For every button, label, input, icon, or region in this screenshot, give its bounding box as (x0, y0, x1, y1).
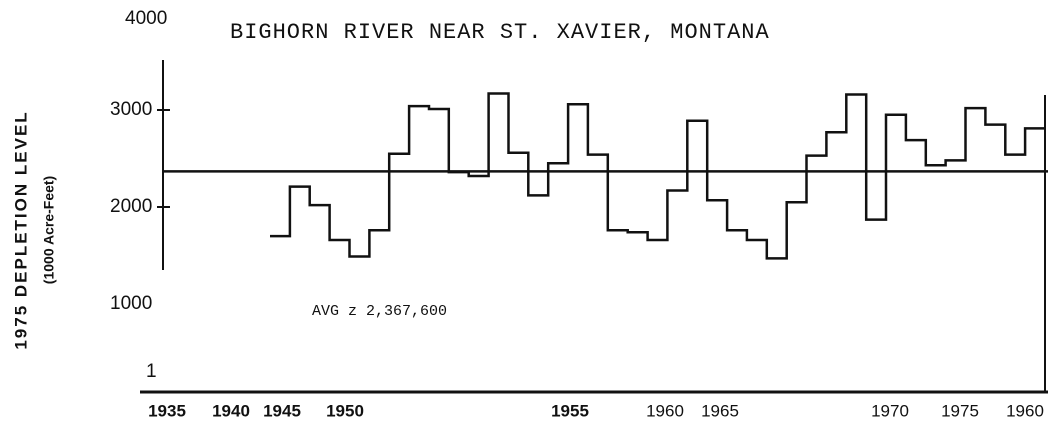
x-tick-label: 1945 (263, 401, 301, 420)
x-tick-label: 1960 (646, 401, 684, 420)
x-tick-label: 1960 (1006, 401, 1044, 420)
step-line (270, 92, 1045, 260)
x-tick-label: 1940 (212, 401, 250, 420)
x-tick-label: 1970 (871, 401, 909, 420)
y-tick-label: 2000 (110, 196, 152, 217)
y-tick-label: 4000 (125, 8, 167, 29)
chart-title: BIGHORN RIVER NEAR ST. XAVIER, MONTANA (230, 20, 770, 45)
x-tick-label: 1965 (701, 401, 739, 420)
y-tick-label: 3000 (110, 99, 152, 120)
average-label: AVG z 2,367,600 (312, 303, 447, 320)
stray-label: 1 (146, 361, 157, 382)
x-tick-label: 1955 (551, 401, 589, 420)
y-axis-unit: (1000 Acre-Feet) (41, 176, 57, 284)
y-axis-label: 1975 DEPLETION LEVEL (11, 110, 30, 349)
x-tick-label: 1935 (148, 401, 186, 420)
x-tick-label: 1975 (941, 401, 979, 420)
y-tick-label: 1000 (110, 293, 152, 314)
x-tick-label: 1950 (326, 401, 364, 420)
